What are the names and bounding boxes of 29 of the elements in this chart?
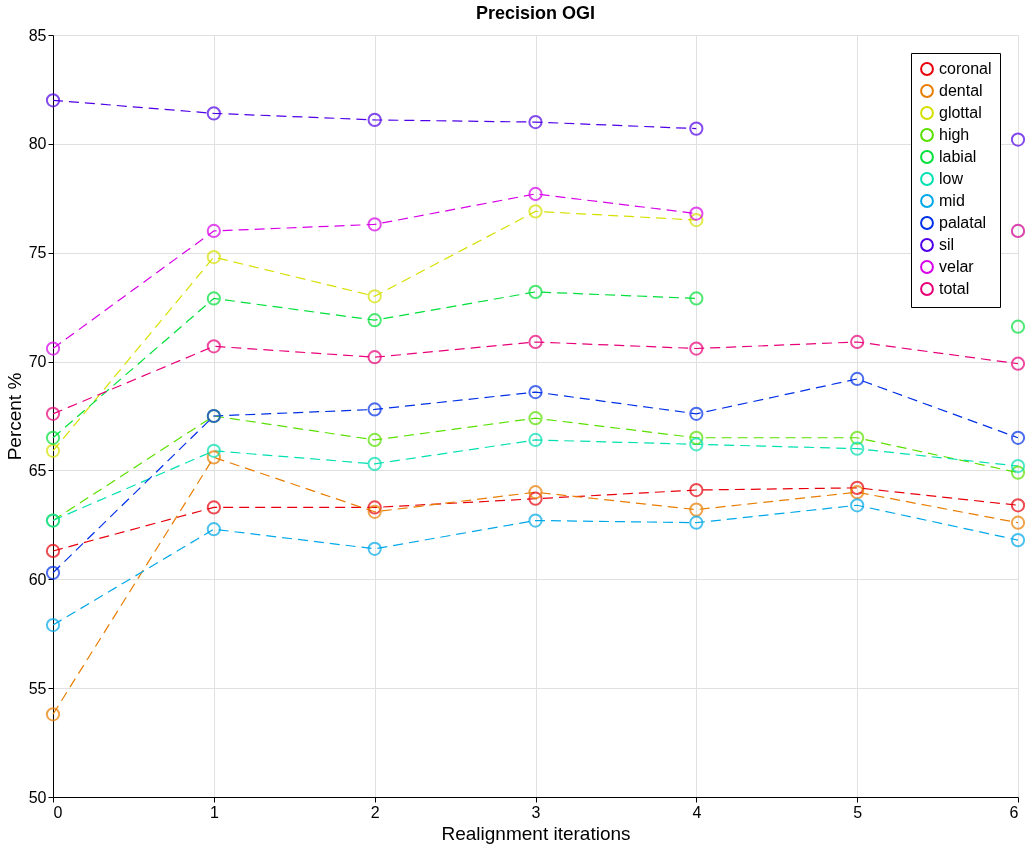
x-tick-label: 6 [1009, 803, 1019, 821]
legend-label: dental [939, 82, 983, 99]
legend-label: palatal [939, 214, 987, 231]
y-tick-label: 65 [28, 461, 47, 479]
legend-label: low [939, 170, 964, 187]
x-tick-label: 3 [531, 803, 541, 821]
x-axis-title: Realignment iterations [441, 822, 631, 844]
y-tick-label: 55 [28, 679, 47, 697]
y-tick-label: 80 [28, 135, 47, 153]
y-tick-label: 70 [28, 353, 47, 371]
x-tick-label: 0 [53, 803, 63, 821]
x-tick-label: 2 [370, 803, 380, 821]
legend-label: velar [939, 258, 975, 275]
legend-label: labial [939, 148, 977, 165]
y-tick-label: 50 [28, 788, 47, 806]
legend-label: coronal [939, 60, 992, 77]
legend-label: mid [939, 192, 965, 209]
y-tick-label: 85 [28, 26, 47, 44]
x-tick-label: 5 [853, 803, 863, 821]
y-tick-label: 75 [28, 244, 47, 262]
x-tick-label: 1 [209, 803, 219, 821]
x-tick-label: 4 [692, 803, 702, 821]
legend-label: glottal [939, 104, 982, 121]
legend-label: high [939, 126, 970, 143]
legend-label: sil [939, 236, 955, 253]
legend-label: total [939, 280, 970, 297]
y-tick-label: 60 [28, 570, 47, 588]
y-axis-title: Percent % [3, 372, 25, 461]
chart-title: Precision OGI [475, 3, 596, 23]
